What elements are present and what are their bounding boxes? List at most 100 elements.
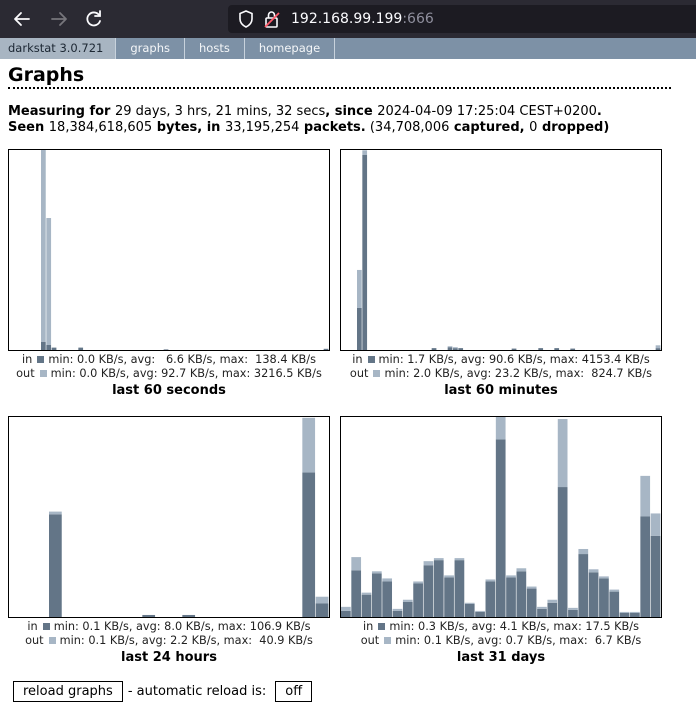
series-name: out — [360, 634, 380, 647]
nav-link[interactable]: homepage — [245, 38, 336, 59]
bar-segment — [485, 579, 496, 582]
bar-segment — [423, 561, 434, 566]
back-button[interactable] — [14, 12, 30, 26]
nav-link[interactable]: darkstat 3.0.721 — [0, 38, 117, 59]
legend-swatch — [373, 370, 381, 377]
bar-segment — [402, 601, 413, 617]
stat-row: out min: 2.0 KB/s, avg: 23.2 KB/s, max: 8… — [340, 367, 662, 381]
bar-segment — [361, 592, 372, 595]
graph-title: last 31 days — [456, 650, 546, 665]
bar-segment — [182, 614, 196, 617]
bar-segment — [599, 576, 609, 579]
graph-title: last 60 minutes — [444, 383, 558, 398]
legend-swatch — [42, 623, 50, 630]
bar-segment — [454, 560, 465, 617]
bar-segment — [640, 475, 651, 517]
bar-segment — [655, 348, 661, 350]
bar-segment — [302, 472, 316, 617]
bar-segment — [599, 578, 609, 617]
graph: in min: 0.0 KB/s, avg: 6.6 KB/s, max: 138… — [8, 149, 330, 398]
summary-part: 29 days, 3 hrs, 21 mins, 32 secs — [115, 104, 326, 119]
bar-segment — [402, 599, 413, 602]
bar-segment — [382, 578, 393, 582]
bar-segment — [392, 608, 403, 611]
bar-segment — [511, 348, 517, 350]
legend-swatch — [37, 356, 45, 363]
nav-icons — [14, 10, 101, 27]
series-name: out — [349, 367, 369, 380]
series-stats: min: 0.1 KB/s, avg: 0.7 KB/s, max: 6.7 K… — [395, 634, 642, 647]
auto-reload-text: - automatic reload is: — [127, 684, 267, 699]
bar-segment — [382, 581, 393, 617]
bar-segment — [362, 150, 368, 156]
bar-segment — [557, 419, 568, 488]
bar-segment — [630, 611, 640, 613]
nav-link[interactable]: hosts — [185, 38, 245, 59]
summary-part: 33,195,254 — [224, 120, 300, 135]
stat-row: out min: 0.1 KB/s, avg: 0.7 KB/s, max: 6.… — [340, 634, 662, 648]
summary-part: 0 — [529, 120, 538, 135]
bar-segment — [554, 348, 560, 350]
summary-part: Seen — [8, 120, 49, 135]
legend-swatch — [367, 356, 375, 363]
summary-part: packets. — [299, 120, 366, 135]
url-bar[interactable]: 192.168.99.199:666 — [228, 5, 696, 33]
legend-swatch — [378, 623, 386, 630]
bar-segment — [361, 594, 372, 617]
bar-segment — [495, 417, 506, 440]
stat-row: in min: 0.0 KB/s, avg: 6.6 KB/s, max: 138… — [8, 353, 330, 367]
summary-line: Seen 18,384,618,605 bytes, in 33,195,254… — [8, 120, 609, 135]
url-port: :666 — [402, 11, 434, 27]
plot-border — [8, 149, 330, 351]
bar-segment — [506, 577, 516, 617]
bar-segment — [568, 609, 578, 617]
bar-segment — [619, 612, 630, 617]
graph: in min: 1.7 KB/s, avg: 90.6 KB/s, max: 41… — [340, 149, 662, 398]
bar-segment — [516, 568, 527, 572]
bar-segment — [357, 269, 362, 308]
graph-plot — [8, 416, 330, 618]
bar-segment — [371, 573, 382, 617]
series-stats: min: 2.0 KB/s, avg: 23.2 KB/s, max: 824.… — [384, 367, 653, 380]
bar-segment — [371, 571, 382, 574]
bar-segment — [506, 575, 516, 578]
security-icons — [239, 10, 280, 28]
forward-button[interactable] — [51, 12, 67, 26]
legend-swatch — [39, 370, 47, 377]
bar-segment — [547, 602, 558, 617]
auto-reload-toggle[interactable]: off — [275, 681, 313, 702]
bar-segment — [609, 589, 620, 592]
graph-plot — [340, 149, 662, 351]
stat-row: in min: 0.1 KB/s, avg: 8.0 KB/s, max: 106… — [8, 620, 330, 634]
stat-row: in min: 1.7 KB/s, avg: 90.6 KB/s, max: 41… — [340, 353, 662, 367]
url-text: 192.168.99.199:666 — [291, 11, 434, 27]
bar-segment — [570, 348, 576, 350]
series-stats: min: 0.1 KB/s, avg: 8.0 KB/s, max: 106.9… — [53, 620, 311, 633]
bar-segment — [49, 514, 62, 617]
bar-segment — [588, 572, 599, 617]
bar-segment — [433, 560, 444, 617]
nav-bar: darkstat 3.0.721 graphs hosts homepage — [0, 38, 696, 59]
bar-segment — [655, 345, 661, 349]
bar-segment — [578, 554, 589, 617]
legend-swatch — [384, 637, 392, 644]
bar-segment — [526, 586, 537, 589]
series-name: in — [352, 353, 363, 366]
stat-row: out min: 0.1 KB/s, avg: 2.2 KB/s, max: 40… — [8, 634, 330, 648]
bar-segment — [547, 599, 558, 603]
heading-rule — [8, 87, 671, 89]
bar-segment — [458, 348, 464, 350]
bar-segment — [357, 307, 362, 350]
bar-segment — [447, 346, 453, 348]
bar-segment — [475, 610, 485, 612]
bar-segment — [302, 417, 316, 473]
graph: in min: 0.1 KB/s, avg: 8.0 KB/s, max: 106… — [8, 416, 330, 665]
nav-link[interactable]: graphs — [116, 38, 185, 59]
series-stats: min: 0.0 KB/s, avg: 6.6 KB/s, max: 138.4… — [48, 353, 316, 366]
reload-button[interactable]: reload graphs — [13, 681, 123, 702]
reload-button[interactable] — [86, 10, 101, 27]
bar-segment — [640, 516, 651, 617]
bar-segment — [351, 570, 362, 617]
bar-segment — [362, 155, 368, 350]
bar-segment — [568, 607, 578, 610]
